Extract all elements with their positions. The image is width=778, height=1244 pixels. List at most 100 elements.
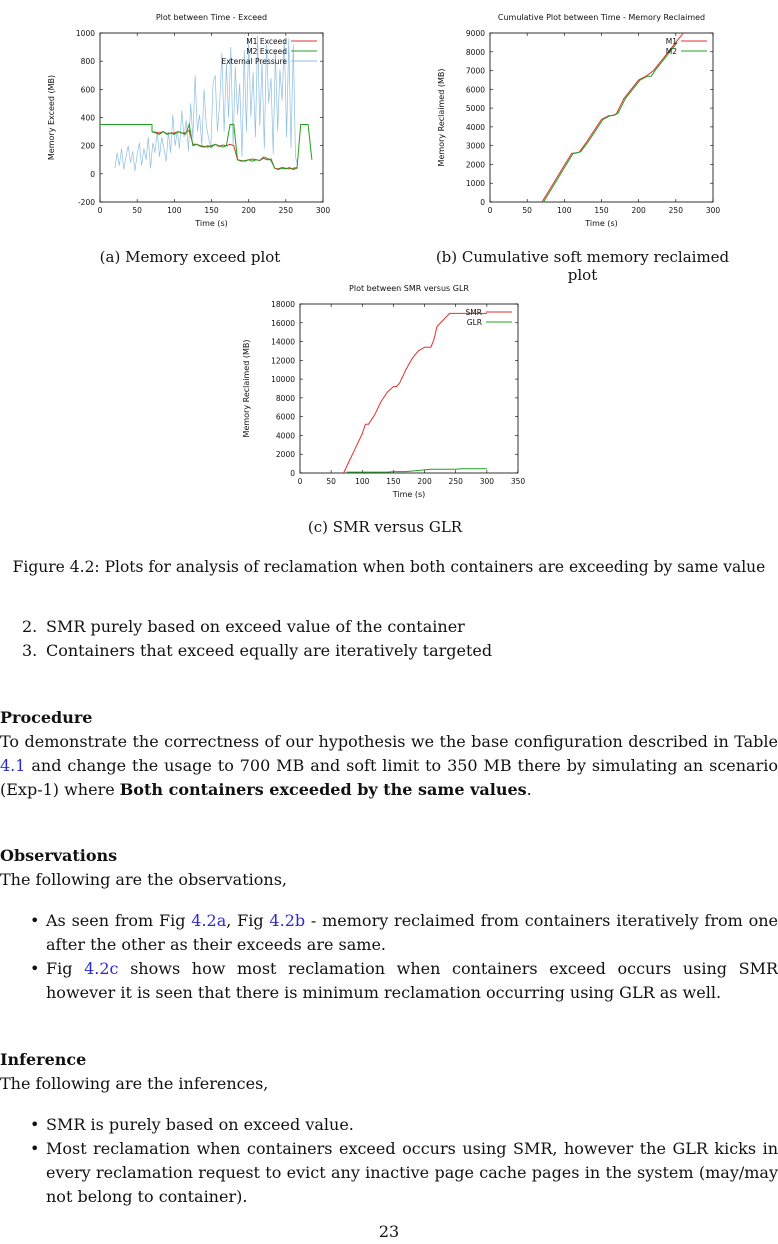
y-tick-label: 4000 (466, 123, 485, 132)
plot-frame (299, 303, 519, 474)
figure-c-caption: (c) SMR versus GLR (307, 518, 463, 536)
series-line (543, 42, 678, 203)
x-axis-label: Time (s) (194, 219, 228, 228)
series-line (114, 35, 299, 172)
observations-list: • As seen from Fig 4.2a, Fig 4.2b - memor… (0, 909, 778, 1005)
page-number: 23 (378, 1222, 400, 1241)
series-line (100, 122, 313, 171)
list-item: • SMR is purely based on exceed value. (30, 1115, 354, 1134)
x-tick-label: 200 (242, 206, 257, 215)
x-tick-label: 200 (632, 206, 647, 215)
y-axis-label: Memory Reclaimed (MB) (437, 69, 446, 167)
y-tick-label: 600 (81, 85, 96, 94)
y-tick-label: 0 (480, 198, 485, 207)
observations-heading: Observations (0, 846, 118, 865)
fig-link-4-2a[interactable]: 4.2a (191, 911, 227, 930)
list-item: • Fig 4.2c shows how most reclamation whe… (30, 959, 778, 1002)
x-tick-label: 250 (449, 477, 464, 486)
chart-title: Plot between Time - Exceed (156, 13, 267, 22)
observations-intro: The following are the observations, (0, 870, 287, 889)
y-axis-label: Memory Reclaimed (MB) (242, 340, 251, 438)
series-line (151, 129, 298, 170)
y-tick-label: 3000 (466, 142, 485, 151)
y-tick-label: 2000 (466, 160, 485, 169)
x-tick-label: 350 (511, 477, 526, 486)
x-tick-label: 150 (594, 206, 609, 215)
numbered-list: 2. SMR purely based on exceed value of th… (0, 615, 778, 663)
inference-heading: Inference (0, 1050, 87, 1069)
chart-cumulative-reclaimed: Cumulative Plot between Time - Memory Re… (437, 13, 721, 228)
x-tick-label: 0 (488, 206, 493, 215)
series-line (346, 468, 487, 473)
y-tick-label: 0 (290, 469, 295, 478)
y-tick-label: 16000 (271, 319, 295, 328)
plot-frame (489, 32, 714, 203)
figure-main-caption: Figure 4.2: Plots for analysis of reclam… (12, 558, 766, 576)
list-item: • As seen from Fig 4.2a, Fig 4.2b - memor… (30, 911, 778, 954)
y-tick-label: 7000 (466, 67, 485, 76)
x-tick-label: 0 (298, 477, 303, 486)
y-tick-label: 1000 (466, 179, 485, 188)
y-tick-label: 800 (81, 57, 96, 66)
x-tick-label: 300 (480, 477, 495, 486)
chart-smr-vs-glr: Plot between SMR versus GLR 0 50 100 150 200 2… (242, 284, 526, 499)
legend-label: M1 Exceed (246, 37, 287, 46)
x-tick-label: 100 (355, 477, 370, 486)
fig-link-4-2b[interactable]: 4.2b (269, 911, 306, 930)
figure-a-caption: (a) Memory exceed plot (99, 248, 281, 266)
x-tick-label: 200 (417, 477, 432, 486)
inference-intro: The following are the inferences, (0, 1074, 269, 1093)
x-tick-label: 250 (669, 206, 684, 215)
y-tick-label: 400 (81, 114, 96, 123)
plot-frame (99, 32, 324, 203)
y-tick-label: 2000 (276, 450, 295, 459)
legend-label: M2 Exceed (246, 47, 287, 56)
x-axis-label: Time (s) (584, 219, 618, 228)
chart-title: Cumulative Plot between Time - Memory Re… (498, 13, 705, 22)
y-tick-label: 10000 (271, 375, 295, 384)
procedure-heading: Procedure (0, 708, 93, 727)
procedure-paragraph: To demonstrate the correctness of our hy… (0, 732, 778, 799)
x-tick-label: 100 (557, 206, 572, 215)
x-tick-label: 50 (132, 206, 142, 215)
inference-list: • SMR is purely based on exceed value. • M… (0, 1113, 778, 1209)
table-link[interactable]: 4.1 (0, 756, 26, 775)
x-tick-label: 150 (204, 206, 219, 215)
y-tick-label: 200 (81, 142, 96, 151)
list-item: • Most reclamation when containers exceed… (30, 1139, 778, 1206)
figure-b-caption: (b) Cumulative soft memory reclaimed plo… (435, 248, 730, 284)
list-item: 3. Containers that exceed equally are ite… (22, 641, 493, 660)
series-line (343, 312, 487, 474)
fig-link-4-2c[interactable]: 4.2c (84, 959, 119, 978)
legend-label: M1 (666, 37, 677, 46)
y-tick-label: 12000 (271, 356, 295, 365)
y-tick-label: 8000 (466, 48, 485, 57)
y-axis-label: Memory Exceed (MB) (47, 75, 56, 160)
chart-memory-exceed: Plot between Time - Exceed 0 50 100 150 200 25… (47, 13, 331, 228)
chart-title: Plot between SMR versus GLR (349, 284, 469, 293)
x-tick-label: 50 (326, 477, 336, 486)
legend-label: External Pressure (221, 57, 287, 66)
x-tick-label: 0 (98, 206, 103, 215)
list-item: 2. SMR purely based on exceed value of th… (22, 617, 465, 636)
y-tick-label: 1000 (76, 29, 95, 38)
legend-label: M2 (666, 47, 677, 56)
y-tick-label: 4000 (276, 431, 295, 440)
y-tick-label: 6000 (466, 85, 485, 94)
x-tick-label: 300 (706, 206, 721, 215)
y-tick-label: 14000 (271, 338, 295, 347)
x-tick-label: 250 (279, 206, 294, 215)
y-tick-label: 18000 (271, 300, 295, 309)
x-tick-label: 300 (316, 206, 331, 215)
x-tick-label: 50 (522, 206, 532, 215)
y-tick-label: 5000 (466, 104, 485, 113)
y-tick-label: 9000 (466, 29, 485, 38)
y-tick-label: 0 (90, 170, 95, 179)
y-tick-label: 6000 (276, 413, 295, 422)
legend-label: SMR (466, 308, 482, 317)
y-tick-label: 8000 (276, 394, 295, 403)
series-line (541, 32, 684, 203)
x-tick-label: 150 (386, 477, 401, 486)
legend-label: GLR (467, 318, 482, 327)
x-axis-label: Time (s) (392, 490, 426, 499)
